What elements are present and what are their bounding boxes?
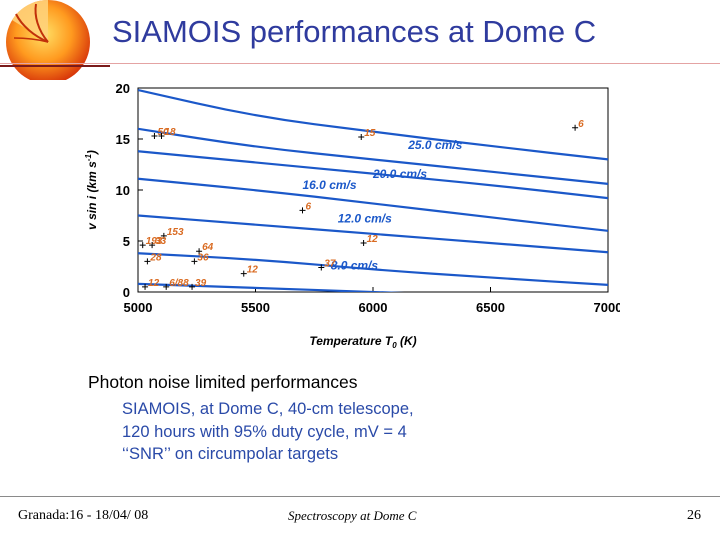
title-divider [0, 63, 720, 64]
star-marker-13 [318, 264, 325, 271]
bullet-line-2: 120 hours with 95% duty cycle, mV = 4 [122, 422, 407, 441]
star-label-11: 12 [367, 234, 379, 245]
star-label-3: 6 [578, 119, 584, 130]
y-tick-label-1: 5 [123, 234, 130, 249]
star-marker-6 [139, 242, 146, 249]
y-axis-label: v sin i (km s-1) [84, 150, 99, 230]
contour-line-2 [138, 150, 608, 200]
contour-label-1: 25.0 cm/s [407, 138, 462, 152]
sun-logo-icon [0, 0, 110, 80]
star-label-13: 37 [324, 259, 336, 270]
chart: 5000 5500 6000 6500 7000 0 5 10 15 20 Temperature … [84, 81, 620, 350]
caption: Photon noise limited performances [88, 372, 358, 392]
star-marker-2 [358, 133, 365, 140]
star-marker-10 [191, 258, 198, 265]
star-marker-1 [158, 132, 165, 139]
star-label-14: 12 [148, 278, 160, 289]
star-marker-8 [196, 248, 203, 255]
contour-line-0 [138, 88, 608, 161]
star-label-9: 28 [149, 252, 162, 263]
star-label-4: 6 [306, 201, 312, 212]
page-title: SIAMOIS performances at Dome C [112, 14, 597, 49]
bullet-line-3: ‘‘SNR’’ on circumpolar targets [122, 445, 339, 463]
y-tick-label-3: 15 [116, 132, 130, 147]
contour-label-5: 8.0 cm/s [331, 259, 379, 273]
star-marker-15 [163, 283, 170, 290]
contour-label-2: 20.0 cm/s [372, 167, 427, 181]
star-marker-5 [160, 232, 167, 239]
star-marker-16 [189, 283, 196, 290]
contour-line-1 [138, 127, 608, 185]
star-label-8: 64 [202, 242, 214, 253]
star-label-2: 15 [364, 128, 376, 139]
contour-line-3 [138, 177, 608, 232]
x-tick-label-1: 5500 [241, 300, 270, 315]
y-tick-label-2: 10 [116, 183, 130, 198]
star-label-7: 33 [155, 236, 167, 247]
footer-divider [0, 496, 720, 497]
x-tick-label-4: 7000 [594, 300, 620, 315]
star-marker-3 [572, 124, 579, 131]
star-label-12: 12 [247, 265, 259, 276]
star-label-1: 18 [165, 127, 177, 138]
contour-label-4: 12.0 cm/s [338, 212, 392, 226]
bullet-list: SIAMOIS, at Dome C, 40-cm telescope, 120… [122, 398, 414, 466]
star-label-6: 193 [146, 236, 163, 247]
star-label-5: 153 [167, 227, 184, 238]
footer-event: Granada:16 - 18/04/ 08 [18, 508, 149, 523]
y-tick-label-0: 0 [123, 285, 130, 300]
star-marker-9 [144, 258, 151, 265]
x-tick-label-2: 6000 [359, 300, 388, 315]
x-tick-label-3: 6500 [476, 300, 505, 315]
star-marker-7 [149, 242, 156, 249]
star-marker-14 [142, 283, 149, 290]
x-axis-label: Temperature T0 (K) [309, 334, 416, 350]
bullet-line-1: SIAMOIS, at Dome C, 40-cm telescope, [122, 400, 414, 418]
contour-line-6 [138, 282, 405, 292]
star-marker-11 [360, 240, 367, 247]
x-tick-label-0: 5000 [124, 300, 153, 315]
star-label-16: 39 [195, 278, 207, 289]
star-label-15: 6/88 [169, 278, 189, 289]
star-marker-0 [151, 132, 158, 139]
y-tick-label-4: 20 [116, 81, 130, 96]
contour-label-3: 16.0 cm/s [303, 178, 357, 192]
contour-line-5 [138, 252, 608, 286]
contour-line-4 [138, 214, 608, 254]
star-label-10: 36 [197, 252, 209, 263]
page-number: 26 [687, 508, 701, 523]
footer-topic: Spectroscopy at Dome C [288, 508, 417, 523]
star-marker-12 [240, 270, 247, 277]
star-marker-4 [299, 207, 306, 214]
star-label-0: 50 [157, 127, 169, 138]
